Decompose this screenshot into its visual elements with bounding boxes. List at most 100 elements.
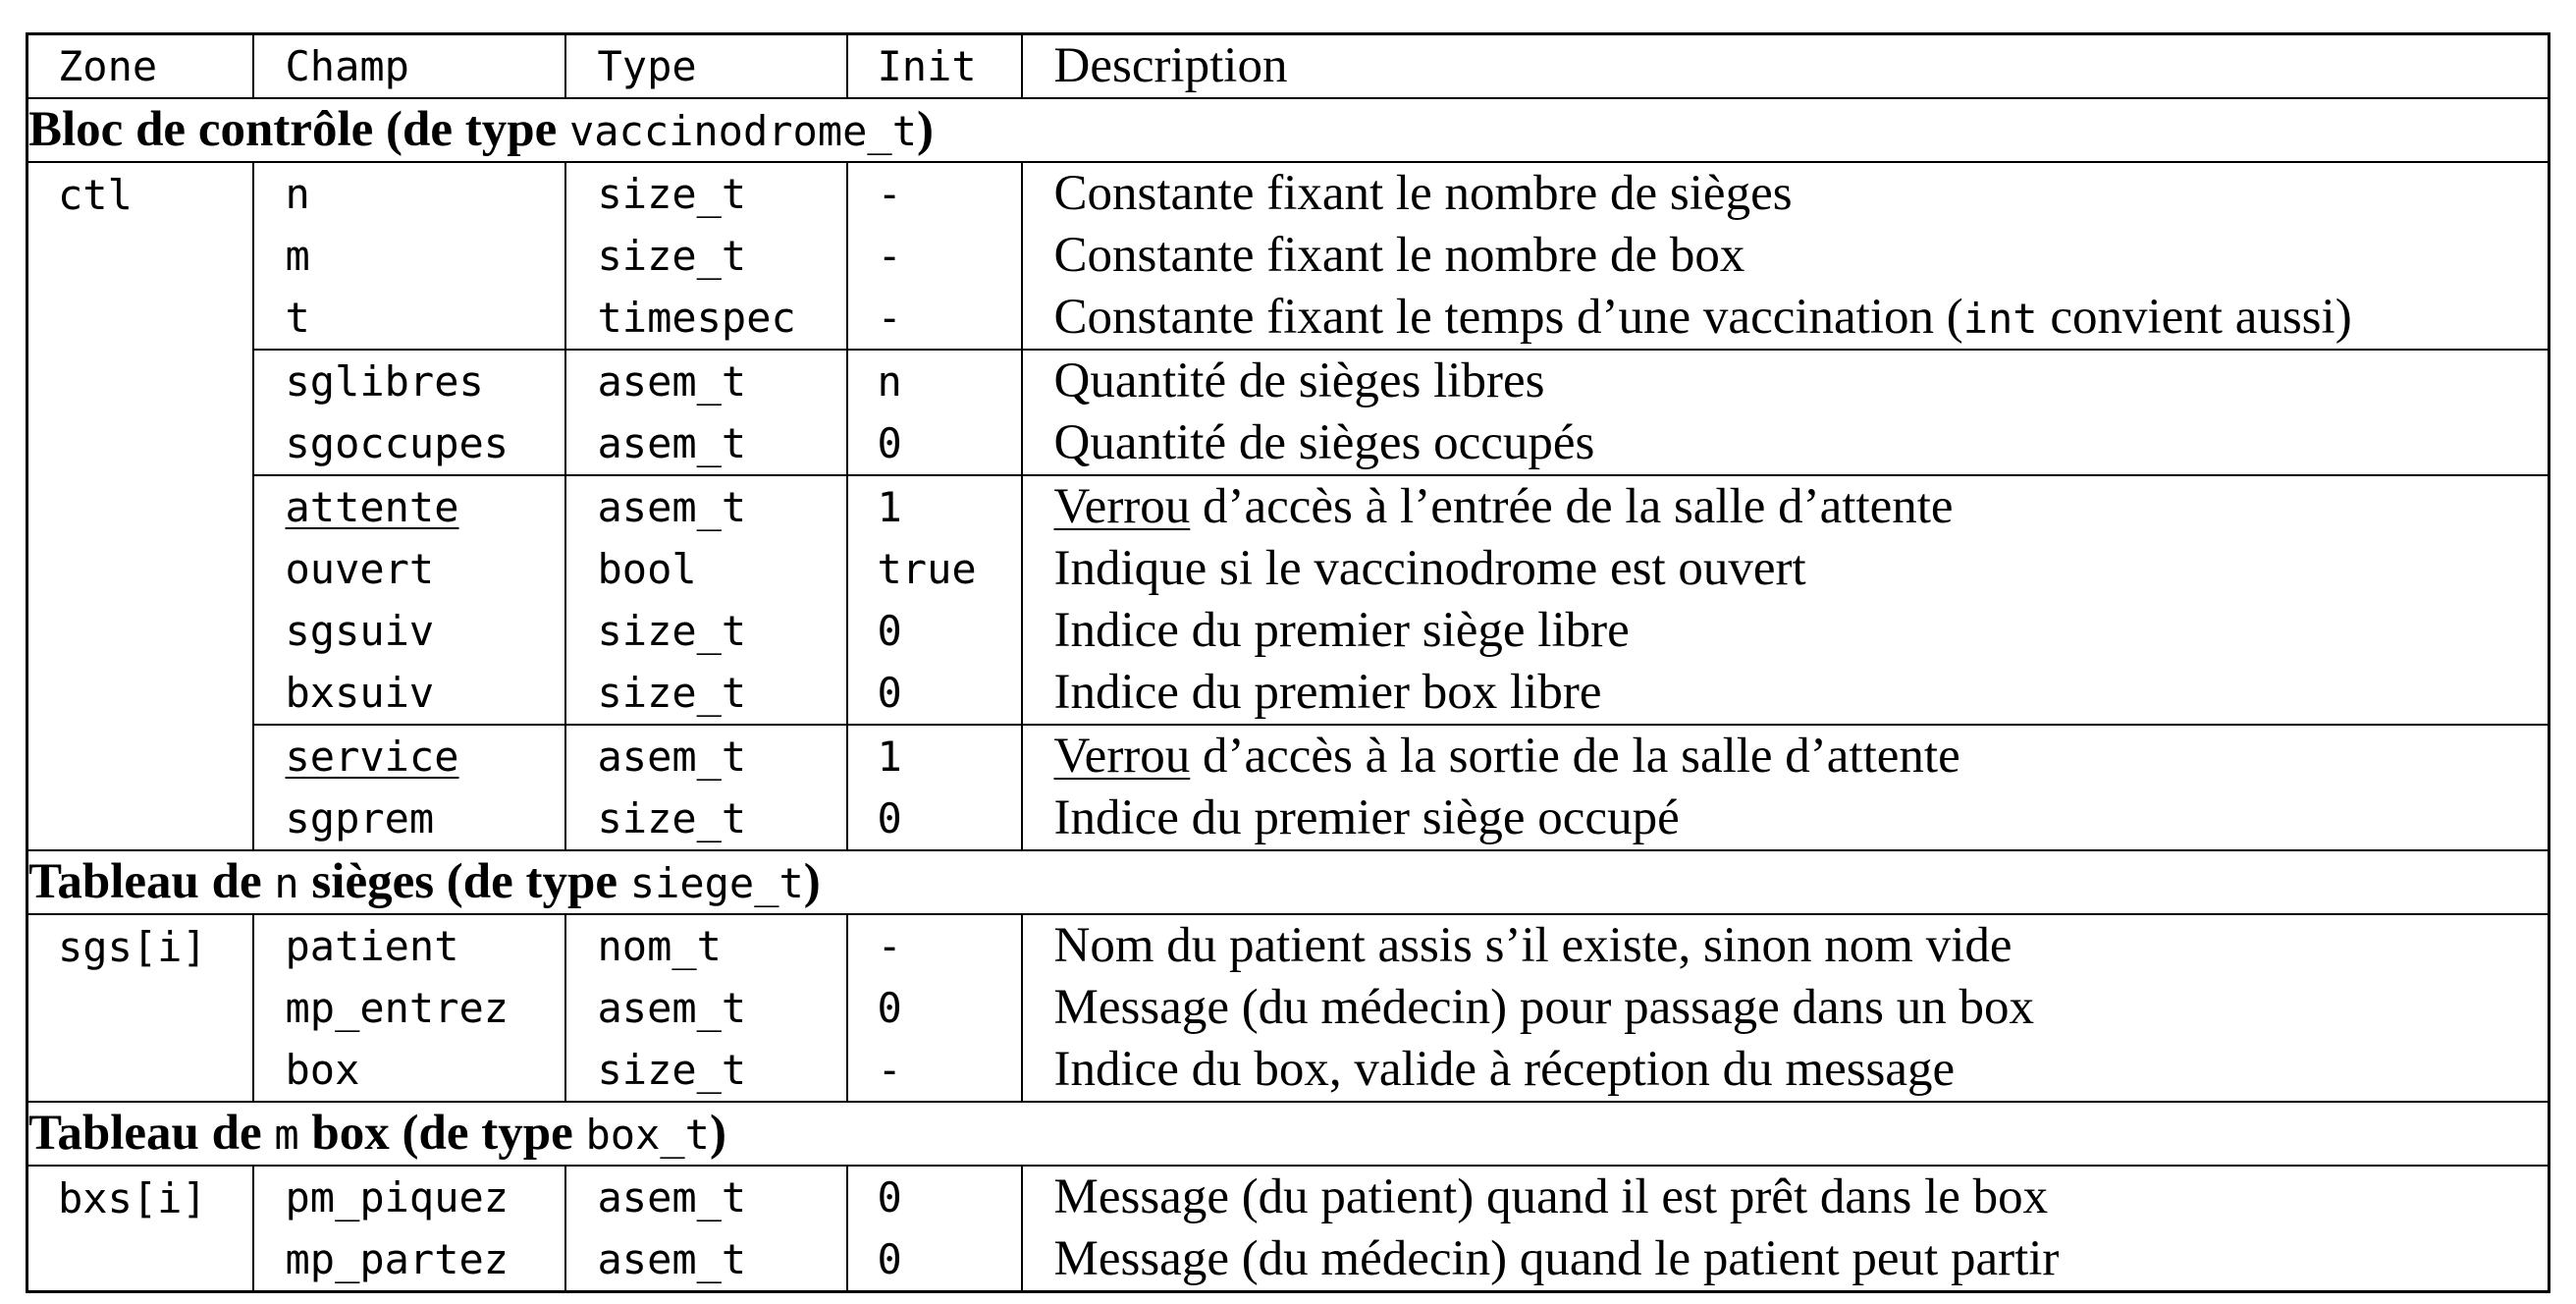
champ-cell: sglibres — [251, 349, 565, 412]
description-cell: Indice du box, valide à réception du mes… — [1020, 1039, 2549, 1102]
type-cell: asem_t — [564, 724, 847, 788]
table-row: bxs[i] pm_piquez asem_t 0 Message (du pa… — [27, 1166, 2549, 1228]
init-cell: true — [845, 538, 1022, 600]
table-row: attente asem_t 1 Verrou d’accès à l’entr… — [27, 474, 2549, 538]
champ-cell: mp_entrez — [251, 977, 565, 1039]
init-cell: 0 — [845, 1166, 1022, 1228]
type-cell: asem_t — [564, 474, 847, 538]
champ-cell: t — [251, 287, 565, 350]
table-row: box size_t - Indice du box, valide à réc… — [27, 1039, 2549, 1102]
table-row: sgsuiv size_t 0 Indice du premier siège … — [27, 600, 2549, 662]
description-cell: Message (du médecin) quand le patient pe… — [1020, 1228, 2549, 1292]
init-cell: - — [845, 1039, 1022, 1102]
table-row: t timespec - Constante fixant le temps d… — [27, 287, 2549, 350]
champ-cell: n — [251, 162, 565, 225]
type-cell: asem_t — [564, 349, 847, 412]
header-row: Zone Champ Type Init Description — [27, 33, 2549, 99]
description-cell: Indique si le vaccinodrome est ouvert — [1020, 538, 2549, 600]
header-init: Init — [845, 33, 1022, 99]
section-title-text: Bloc de contrôle (de type — [28, 102, 569, 157]
description-text: Constante fixant le temps d’une vaccinat… — [1053, 290, 1963, 345]
description-cell: Quantité de sièges libres — [1020, 349, 2549, 412]
type-cell: size_t — [564, 1039, 847, 1102]
type-cell: size_t — [564, 600, 847, 662]
init-cell: - — [845, 162, 1022, 225]
init-cell: 1 — [845, 724, 1022, 788]
section-title: Tableau de m box (de type box_t) — [27, 1101, 2549, 1167]
section-title-code: siege_t — [629, 859, 804, 907]
section-title-row: Bloc de contrôle (de type vaccinodrome_t… — [27, 97, 2549, 163]
zone-cell: ctl — [58, 171, 133, 219]
section-title-mid: box (de type — [298, 1106, 586, 1161]
description-text: d’accès à l’entrée de la salle d’attente — [1190, 479, 1954, 534]
description-code: int — [1962, 295, 2038, 343]
section-title-suffix: ) — [916, 102, 934, 157]
champ-cell: m — [251, 225, 565, 287]
champ-cell: box — [251, 1039, 565, 1102]
section-title-text: Tableau de — [28, 1106, 275, 1161]
init-cell: 0 — [845, 1228, 1022, 1292]
champ-cell: attente — [251, 474, 565, 538]
table-row: ouvert bool true Indique si le vaccinodr… — [27, 538, 2549, 600]
type-cell: nom_t — [564, 914, 847, 977]
init-cell: 0 — [845, 412, 1022, 475]
type-cell: asem_t — [564, 977, 847, 1039]
table-row: sgoccupes asem_t 0 Quantité de sièges oc… — [27, 412, 2549, 475]
init-cell: 0 — [845, 600, 1022, 662]
zone-cell: bxs[i] — [58, 1174, 207, 1222]
type-cell: size_t — [564, 788, 847, 850]
description-cell: Message (du patient) quand il est prêt d… — [1020, 1166, 2549, 1228]
header-zone: Zone — [27, 33, 253, 99]
section-title-var: n — [274, 859, 299, 907]
section-title-suffix: ) — [709, 1106, 726, 1161]
init-cell: 0 — [845, 788, 1022, 850]
init-cell: - — [845, 287, 1022, 350]
header-type: Type — [564, 33, 847, 99]
table-row: sgprem size_t 0 Indice du premier siège … — [27, 788, 2549, 850]
description-cell: Indice du premier siège occupé — [1020, 788, 2549, 850]
table-row: sglibres asem_t n Quantité de sièges lib… — [27, 349, 2549, 412]
description-underlined: Verrou — [1053, 729, 1191, 784]
table-row: m size_t - Constante fixant le nombre de… — [27, 225, 2549, 287]
description-cell: Constante fixant le nombre de box — [1020, 225, 2549, 287]
champ-cell: service — [251, 724, 565, 788]
init-cell: 0 — [845, 662, 1022, 725]
section-title-code: box_t — [585, 1111, 710, 1159]
type-cell: timespec — [564, 287, 847, 350]
init-cell: 0 — [845, 977, 1022, 1039]
champ-cell: sgsuiv — [251, 600, 565, 662]
section-title-var: m — [274, 1111, 299, 1159]
description-cell: Constante fixant le temps d’une vaccinat… — [1020, 287, 2549, 350]
section-title-row: Tableau de m box (de type box_t) — [27, 1101, 2549, 1167]
champ-cell: patient — [251, 914, 565, 977]
description-cell: Message (du médecin) pour passage dans u… — [1020, 977, 2549, 1039]
champ-cell: pm_piquez — [251, 1166, 565, 1228]
type-cell: size_t — [564, 162, 847, 225]
table-row: service asem_t 1 Verrou d’accès à la sor… — [27, 724, 2549, 788]
type-cell: asem_t — [564, 1228, 847, 1292]
table-row: sgs[i] patient nom_t - Nom du patient as… — [27, 914, 2549, 977]
table-row: mp_partez asem_t 0 Message (du médecin) … — [27, 1228, 2549, 1292]
section-title-mid: sièges (de type — [298, 854, 630, 909]
init-cell: - — [845, 914, 1022, 977]
description-underlined: Verrou — [1053, 479, 1191, 534]
header-champ: Champ — [251, 33, 565, 99]
description-text: convient aussi) — [2037, 290, 2352, 345]
header-description: Description — [1020, 33, 2549, 99]
description-cell: Indice du premier box libre — [1020, 662, 2549, 725]
description-cell: Verrou d’accès à l’entrée de la salle d’… — [1020, 474, 2549, 538]
type-cell: size_t — [564, 662, 847, 725]
section-title-suffix: ) — [803, 854, 821, 909]
description-cell: Nom du patient assis s’il existe, sinon … — [1020, 914, 2549, 977]
description-cell: Verrou d’accès à la sortie de la salle d… — [1020, 724, 2549, 788]
type-cell: asem_t — [564, 1166, 847, 1228]
champ-underlined: service — [285, 732, 459, 781]
type-cell: size_t — [564, 225, 847, 287]
table-row: ctl n size_t - Constante fixant le nombr… — [27, 162, 2549, 225]
type-cell: bool — [564, 538, 847, 600]
spec-table: Zone Champ Type Init Description Bloc de… — [26, 32, 2550, 1293]
type-cell: asem_t — [564, 412, 847, 475]
init-cell: n — [845, 349, 1022, 412]
section-title: Bloc de contrôle (de type vaccinodrome_t… — [27, 97, 2549, 163]
champ-underlined: attente — [285, 482, 459, 531]
